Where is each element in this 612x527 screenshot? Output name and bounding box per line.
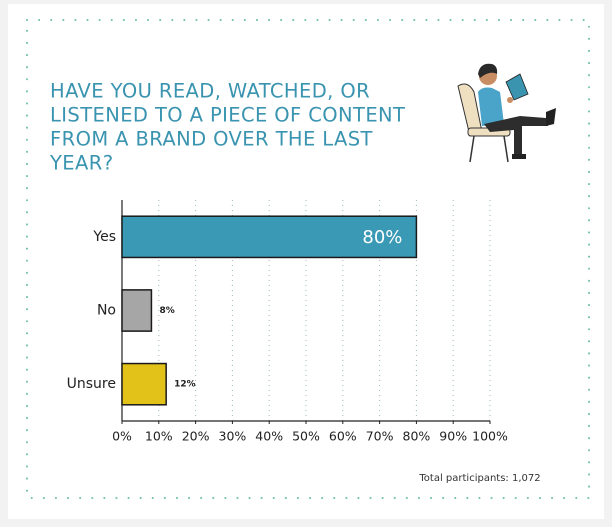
legs <box>484 116 548 156</box>
value-label: 8% <box>159 306 174 316</box>
x-tick-label: 20% <box>182 429 210 444</box>
y-tick-label: No <box>97 303 116 319</box>
shoe <box>546 108 556 126</box>
chart-title-line: YEAR? <box>49 152 113 175</box>
y-tick-label: Unsure <box>67 376 116 392</box>
shirt <box>478 87 504 126</box>
shoe <box>512 154 526 159</box>
x-tick-label: 100% <box>472 429 508 444</box>
chair-back <box>457 83 483 137</box>
x-tick-label: 80% <box>403 429 431 444</box>
chair-leg <box>469 135 475 163</box>
participants-note: Total participants: 1,072 <box>418 473 540 484</box>
x-tick-label: 90% <box>439 429 467 444</box>
hair <box>478 63 498 78</box>
book <box>505 73 529 101</box>
x-tick-label: 0% <box>112 429 132 444</box>
title-block: HAVE YOU READ, WATCHED, OR LISTENED TO A… <box>49 80 405 175</box>
x-tick-label: 10% <box>145 429 173 444</box>
y-tick-label: Yes <box>92 229 116 245</box>
hand <box>507 97 513 103</box>
card <box>8 4 604 519</box>
chart-title-line: LISTENED TO A PIECE OF CONTENT <box>50 104 405 127</box>
bar <box>121 289 153 332</box>
plot-area: 0% 10% 20% 30% 40% 50% 60% 70% 80% 90% 100% Yes 80% N… <box>67 200 508 444</box>
x-tick-label: 60% <box>329 429 357 444</box>
x-tick-label: 50% <box>292 429 320 444</box>
bar <box>121 362 167 406</box>
bar <box>121 215 418 259</box>
chart-title-line: FROM A BRAND OVER THE LAST <box>50 128 373 151</box>
reader-illustration <box>457 63 556 163</box>
x-tick-label: 40% <box>255 429 283 444</box>
x-tick-label: 70% <box>366 429 394 444</box>
chart-title-line: HAVE YOU READ, WATCHED, OR <box>50 80 370 103</box>
x-tick-label: 30% <box>219 429 247 444</box>
value-label: 80% <box>362 227 402 248</box>
value-label: 12% <box>174 380 196 390</box>
chair-leg <box>503 135 509 163</box>
